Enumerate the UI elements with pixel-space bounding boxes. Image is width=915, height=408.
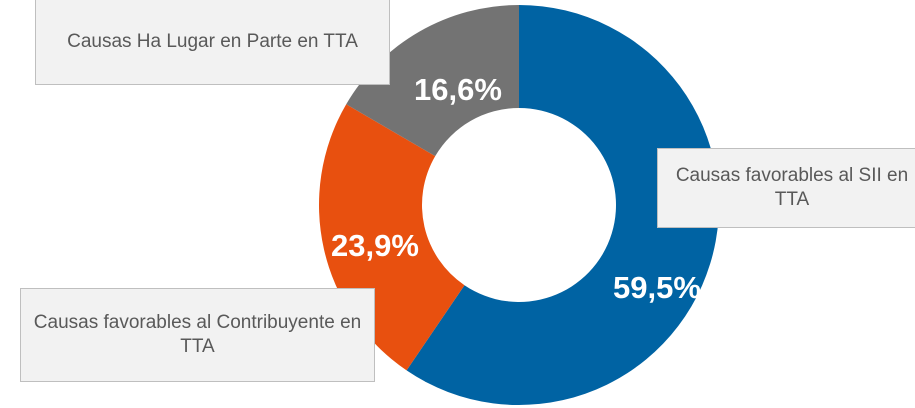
category-callout: Causas favorables al SII en TTA bbox=[657, 148, 915, 228]
value-label: 23,9% bbox=[331, 228, 419, 263]
category-callout: Causas favorables al Contribuyente en TT… bbox=[20, 288, 375, 382]
category-callout: Causas Ha Lugar en Parte en TTA bbox=[35, 0, 390, 85]
value-label: 16,6% bbox=[414, 72, 502, 107]
donut-slice bbox=[406, 5, 719, 405]
value-label: 59,5% bbox=[613, 270, 701, 305]
donut-slice bbox=[346, 5, 519, 157]
